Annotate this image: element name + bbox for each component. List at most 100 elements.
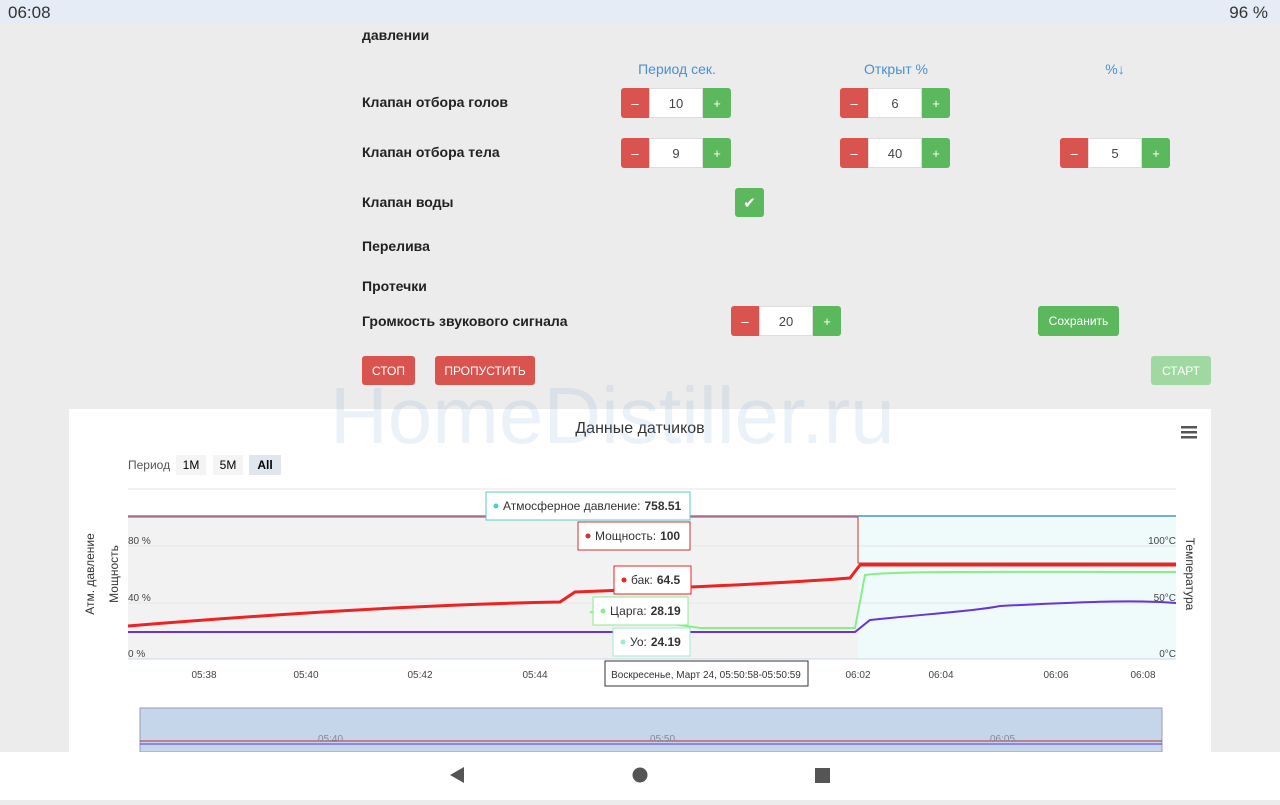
plus-button[interactable]: +	[813, 306, 841, 336]
tooltip-value: 100	[660, 529, 680, 543]
x-tick: 05:38	[191, 670, 216, 681]
row-label: Громкость звукового сигнала	[362, 313, 568, 329]
save-button[interactable]: Сохранить	[1038, 306, 1119, 336]
axis-title: Мощность	[107, 545, 121, 603]
tooltip-dot	[600, 608, 606, 614]
tooltip-text: Атмосферное давление: 758.51	[503, 499, 682, 513]
tooltip-dot	[620, 639, 626, 645]
watermark: HomeDistiller.ru	[330, 371, 895, 460]
period-button[interactable]: 5M	[220, 458, 237, 472]
label: давлении	[362, 27, 430, 43]
stepper: –10 +	[621, 88, 731, 118]
stop-button[interactable]: СТОП	[362, 356, 415, 385]
tooltip-text: бак: 64.5	[631, 573, 681, 587]
x-tick: 06:08	[1130, 670, 1155, 681]
tooltip-value: 24.19	[651, 635, 681, 649]
right-tick: 50°C	[1154, 593, 1176, 604]
tooltip-name: бак:	[631, 573, 653, 587]
chart-title: Данные датчиков	[575, 420, 704, 437]
tooltip	[592, 596, 689, 626]
tooltip-name: Уо:	[630, 635, 647, 649]
minus-button[interactable]: –	[1060, 138, 1088, 168]
x-tick: 06:04	[928, 670, 953, 681]
plus-button[interactable]: +	[703, 88, 731, 118]
plus-button[interactable]: +	[703, 138, 731, 168]
right-tick: 0°C	[1159, 649, 1176, 660]
tooltip	[485, 491, 691, 521]
tooltip-dot	[493, 503, 499, 509]
tooltip-text: Уо: 24.19	[630, 635, 681, 649]
recents-button[interactable]	[815, 768, 830, 783]
value-input[interactable]: 6	[868, 88, 922, 118]
stepper: –6 +	[840, 88, 950, 118]
value-input[interactable]: 5	[1088, 138, 1142, 168]
tooltip	[577, 521, 691, 551]
x-tick: 06:02	[845, 670, 870, 681]
start-button[interactable]: СТАРТ	[1151, 356, 1211, 385]
navigator-tick: 06:05	[990, 734, 1015, 745]
column-header: %↓	[1105, 61, 1125, 77]
back-button[interactable]	[450, 767, 464, 783]
tooltip-name: Мощность:	[595, 529, 656, 543]
x-tick: 06:06	[1043, 670, 1068, 681]
period-label: Период	[128, 458, 170, 472]
value-input[interactable]: 40	[868, 138, 922, 168]
tooltip-value: 28.19	[651, 604, 681, 618]
tooltip-dot	[621, 577, 627, 583]
menu-icon[interactable]	[1181, 426, 1197, 439]
battery: 96 %	[1229, 3, 1268, 22]
minus-button[interactable]: –	[840, 88, 868, 118]
left-tick: 0 %	[128, 649, 145, 660]
check-button[interactable]: ✔	[735, 188, 764, 217]
plus-button[interactable]: +	[1142, 138, 1170, 168]
tooltip-name: Царга:	[610, 604, 647, 618]
x-tick: 05:44	[522, 670, 547, 681]
stepper: –40 +	[840, 138, 950, 168]
left-tick: 40 %	[128, 593, 151, 604]
stepper: –20 +	[731, 306, 841, 336]
stepper: –9 +	[621, 138, 731, 168]
tooltip	[613, 565, 692, 595]
tooltip-value: 758.51	[644, 499, 681, 513]
tooltip-text: Мощность: 100	[595, 529, 680, 543]
right-tick: 100°C	[1148, 536, 1176, 547]
left-tick: 80 %	[128, 536, 151, 547]
axis-title: Атм. давление	[83, 533, 97, 615]
minus-button[interactable]: –	[731, 306, 759, 336]
navigator-tick: 05:40	[318, 734, 343, 745]
row-label: Клапан отбора голов	[362, 94, 509, 110]
status-bar: 06:08 96 %	[0, 0, 1280, 24]
tooltip-name: Атмосферное давление:	[503, 499, 640, 513]
axis-title: Температура	[1183, 538, 1197, 611]
column-header: Открыт %	[863, 61, 929, 77]
tooltip-time: Воскресенье, Март 24, 05:50:58-05:50:59	[611, 670, 801, 681]
home-button[interactable]	[632, 767, 648, 783]
period-button[interactable]: All	[257, 458, 272, 472]
stepper: –5 +	[1060, 138, 1170, 168]
skip-button[interactable]: ПРОПУСТИТЬ	[435, 356, 535, 385]
x-tick: 05:42	[407, 670, 432, 681]
clock: 06:08	[8, 3, 51, 22]
minus-button[interactable]: –	[621, 88, 649, 118]
minus-button[interactable]: –	[621, 138, 649, 168]
navigator-tick: 05:50	[650, 734, 675, 745]
tooltip-text: Царга: 28.19	[610, 604, 681, 618]
x-tick: 05:40	[293, 670, 318, 681]
tooltip-dot	[585, 533, 591, 539]
row-label: Клапан отбора тела	[362, 144, 500, 160]
value-input[interactable]: 9	[649, 138, 703, 168]
tooltip-value: 64.5	[657, 573, 681, 587]
value-input[interactable]: 20	[759, 306, 813, 336]
plus-button[interactable]: +	[922, 88, 950, 118]
row-label: Перелива	[362, 238, 430, 254]
row-label: Клапан воды	[362, 194, 454, 210]
row-label: Протечки	[362, 278, 427, 294]
tooltip	[612, 627, 691, 657]
plus-button[interactable]: +	[922, 138, 950, 168]
period-button[interactable]: 1M	[183, 458, 200, 472]
value-input[interactable]: 10	[649, 88, 703, 118]
minus-button[interactable]: –	[840, 138, 868, 168]
nav-bar	[0, 752, 1280, 800]
